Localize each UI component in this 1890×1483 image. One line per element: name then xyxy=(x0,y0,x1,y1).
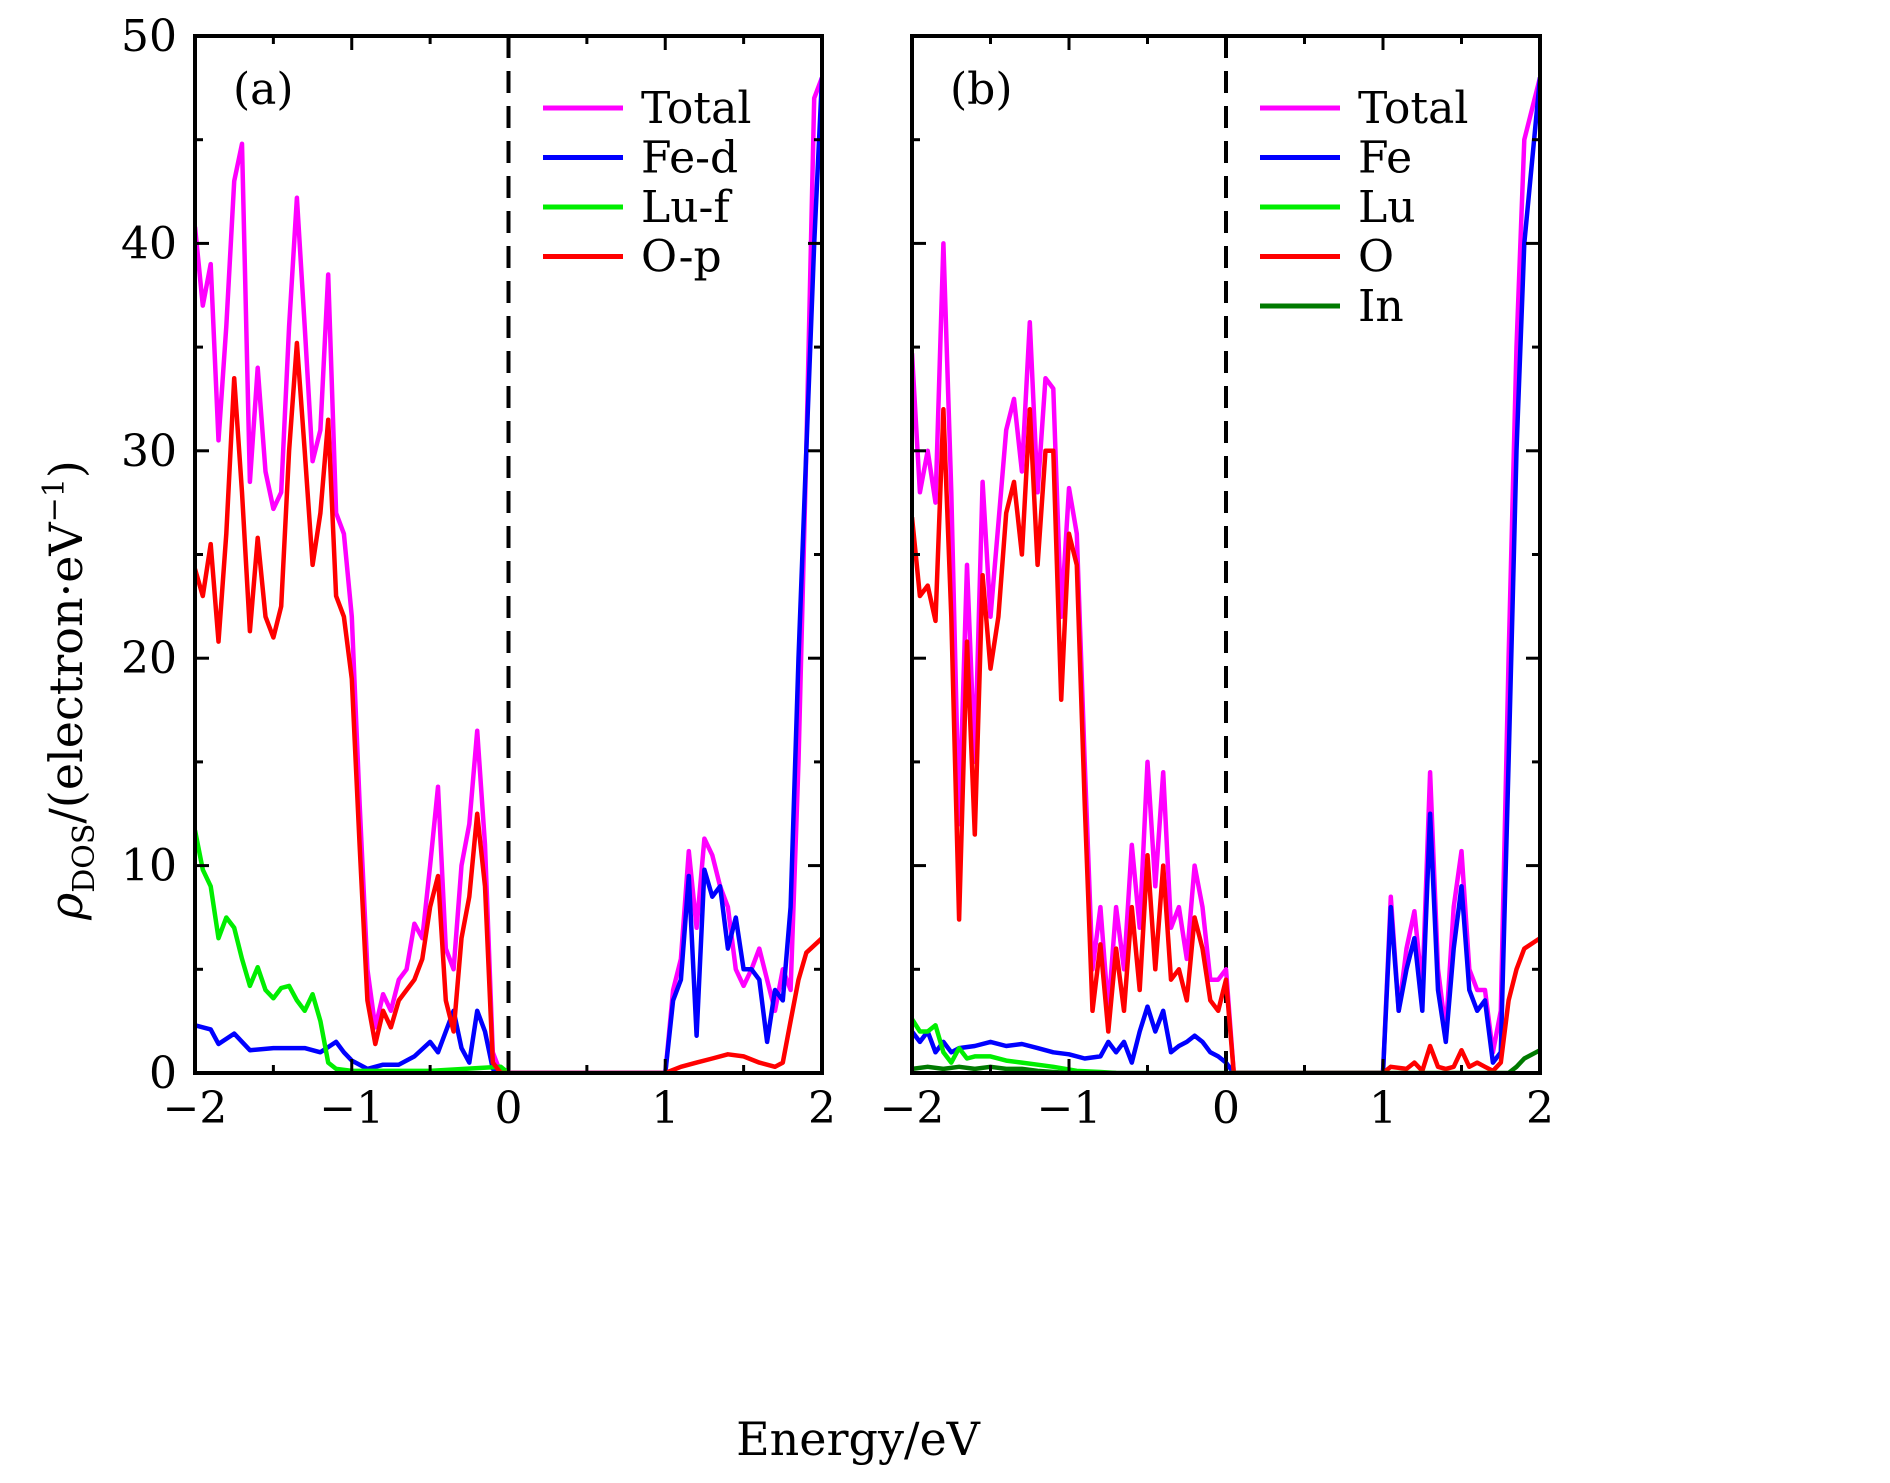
x-tick-label: 1 xyxy=(1369,1083,1397,1134)
legend-entry: O-p xyxy=(641,232,722,283)
y-axis-title-sub: DOS xyxy=(67,824,102,893)
series-line-fe-d xyxy=(195,77,822,1073)
series-line-lu-f xyxy=(195,829,510,1073)
legend-entry: Total xyxy=(1358,83,1468,134)
x-tick-label: 1 xyxy=(651,1083,679,1134)
legend-entry: Lu xyxy=(1358,182,1416,233)
series-group xyxy=(912,76,1540,1073)
y-tick-label: 20 xyxy=(121,633,177,684)
legend-entry: Fe-d xyxy=(641,133,738,184)
x-tick-label: −2 xyxy=(163,1083,228,1134)
legend-entry: Fe xyxy=(1358,133,1412,184)
legend-entry: Total xyxy=(641,83,751,134)
series-line-fe xyxy=(912,77,1540,1073)
y-axis-title: ρDOS/(electron·eV−1) xyxy=(37,460,102,921)
y-tick-label: 10 xyxy=(121,841,177,892)
series-group xyxy=(195,76,822,1073)
x-tick-label: 0 xyxy=(1212,1083,1240,1134)
series-line-o-p xyxy=(195,340,822,1073)
x-axis-title: Energy/eV xyxy=(736,1412,981,1466)
y-tick-label: 30 xyxy=(121,426,177,477)
y-axis-title-rho: ρ xyxy=(39,893,93,921)
x-tick-label: 2 xyxy=(1526,1083,1554,1134)
legend-entry: O xyxy=(1358,232,1394,283)
series-line-in xyxy=(912,1048,1540,1073)
x-tick-label: 0 xyxy=(495,1083,523,1134)
series-line-total xyxy=(912,76,1540,1073)
panel-label: (b) xyxy=(950,64,1013,115)
y-axis-title-main: /(electron·eV xyxy=(39,522,93,824)
y-axis-title-close: ) xyxy=(39,460,93,478)
svg-text:ρDOS/(electron·eV−1): ρDOS/(electron·eV−1) xyxy=(37,460,102,921)
legend-entry: Lu-f xyxy=(641,182,732,233)
panel-label: (a) xyxy=(233,64,294,115)
x-tick-label: −1 xyxy=(1037,1083,1102,1134)
y-tick-label: 40 xyxy=(121,218,177,269)
series-line-lu xyxy=(912,1017,1117,1073)
y-axis-title-sup: −1 xyxy=(37,478,72,522)
series-line-total xyxy=(195,76,822,1073)
x-tick-label: −1 xyxy=(319,1083,384,1134)
y-tick-label: 50 xyxy=(121,11,177,62)
legend-entry: In xyxy=(1358,281,1404,332)
x-tick-label: −2 xyxy=(880,1083,945,1134)
x-tick-label: 2 xyxy=(808,1083,836,1134)
series-line-o xyxy=(912,407,1540,1073)
y-tick-label: 0 xyxy=(149,1048,177,1099)
